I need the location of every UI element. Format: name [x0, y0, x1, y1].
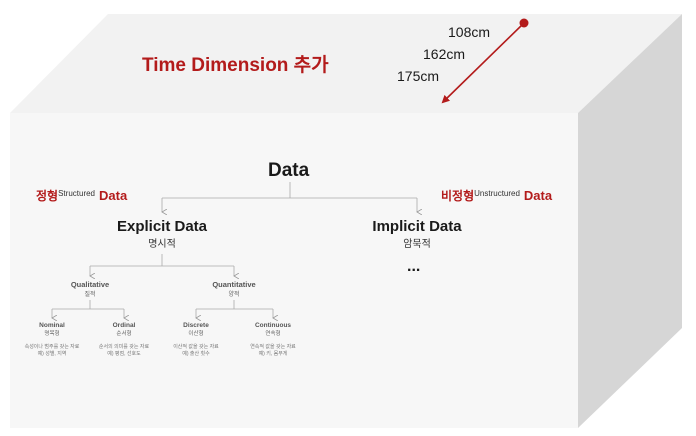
unstructured-tag-sup: Unstructured — [474, 189, 520, 198]
dimension-label-3: 175cm — [397, 68, 440, 84]
unstructured-tag: 비정형Unstructured Data — [441, 187, 552, 204]
implicit-data-sub: 암묵적 — [403, 239, 431, 250]
dimension-arrow-origin — [519, 18, 529, 28]
qualitative-label: Qualitative — [70, 280, 110, 289]
discrete-node: Discrete 이산형 이산적 값을 갖는 자료 예) 출산 횟수 — [161, 322, 231, 358]
dimension-label-1: 108cm — [448, 24, 491, 40]
ordinal-sub: 순서형 — [116, 331, 132, 337]
nominal-node: Nominal 명목형 속성이나 범주를 갖는 자료 예) 성별, 지역 — [17, 322, 87, 358]
nominal-sub: 명목형 — [44, 331, 60, 337]
structured-tag: 정형Structured Data — [36, 187, 127, 204]
quantitative-sub: 양적 — [228, 292, 240, 298]
structured-tag-main: 정형 — [36, 189, 59, 203]
discrete-sub: 이산형 — [188, 331, 204, 337]
quantitative-label: Quantitative — [212, 280, 256, 289]
implicit-data-label: Implicit Data — [372, 218, 462, 235]
structured-tag-sup: Structured — [58, 189, 95, 198]
ordinal-desc-1: 순서의 의미를 갖는 자료 — [98, 344, 150, 350]
ordinal-desc-2: 예) 평점, 선호도 — [107, 351, 141, 357]
continuous-label: Continuous — [254, 322, 292, 329]
continuous-desc-2: 예) 키, 몸무게 — [258, 351, 288, 357]
implicit-data-node: Implicit Data 암묵적 — [357, 218, 477, 250]
dimension-arrow — [441, 22, 525, 104]
explicit-data-node: Explicit Data 명시적 — [102, 218, 222, 250]
tree-root-data: Data — [268, 160, 310, 181]
discrete-label: Discrete — [183, 322, 209, 329]
continuous-node: Continuous 연속형 연속적 값을 갖는 자료 예) 키, 몸무게 — [238, 322, 308, 358]
cube-title: Time Dimension 추가 — [142, 55, 329, 76]
cube-side-face — [578, 14, 682, 428]
unstructured-tag-main: 비정형 — [441, 189, 475, 203]
explicit-data-sub: 명시적 — [148, 239, 176, 250]
tree-connectors — [52, 182, 417, 318]
cube-top-face — [10, 14, 682, 113]
cube-front-face — [10, 113, 578, 428]
quantitative-node: Quantitative 양적 — [194, 280, 274, 298]
discrete-desc-2: 예) 출산 횟수 — [182, 351, 210, 357]
explicit-data-label: Explicit Data — [116, 218, 208, 235]
continuous-desc-1: 연속적 값을 갖는 자료 — [250, 344, 296, 350]
ordinal-node: Ordinal 순서형 순서의 의미를 갖는 자료 예) 평점, 선호도 — [89, 322, 159, 358]
discrete-desc-1: 이산적 값을 갖는 자료 — [173, 344, 219, 350]
nominal-desc-2: 예) 성별, 지역 — [37, 351, 67, 357]
dimension-label-2: 162cm — [423, 46, 466, 62]
qualitative-sub: 질적 — [84, 292, 96, 298]
ordinal-label: Ordinal — [112, 322, 136, 329]
nominal-desc-1: 속성이나 범주를 갖는 자료 — [24, 344, 80, 350]
implicit-data-more: ... — [407, 258, 421, 275]
unstructured-tag-data: Data — [523, 188, 553, 203]
nominal-label: Nominal — [39, 322, 65, 329]
structured-tag-data: Data — [99, 188, 128, 203]
continuous-sub: 연속형 — [265, 331, 281, 337]
qualitative-node: Qualitative 질적 — [50, 280, 130, 298]
